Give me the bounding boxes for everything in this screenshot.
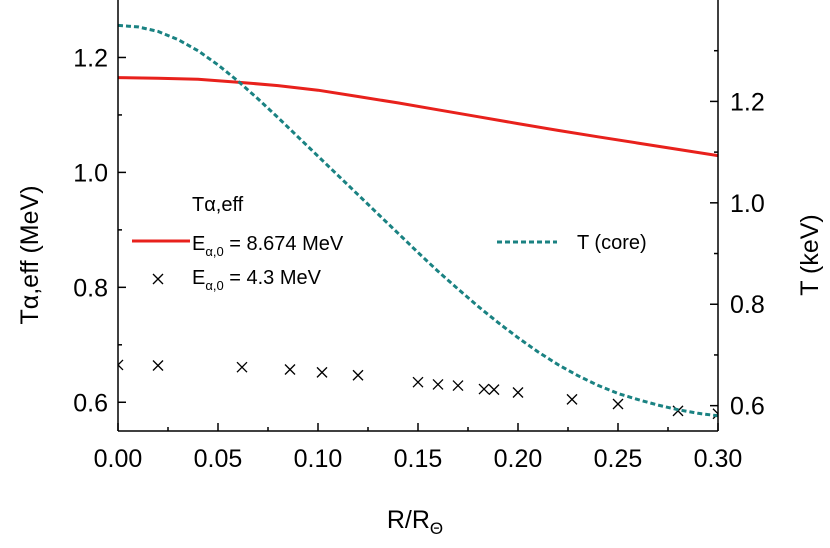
data-point-cross <box>512 387 524 398</box>
data-point-cross <box>236 361 248 373</box>
data-point-cross <box>152 360 164 371</box>
y-right-tick-label: 0.8 <box>730 291 765 319</box>
x-tick-label: 0.05 <box>194 445 243 473</box>
x-axis-title: R/RΘ <box>387 506 443 538</box>
y-right-tick-label: 0.6 <box>730 393 765 421</box>
y-left-tick-label: 1.0 <box>73 159 108 187</box>
x-tick-label: 0.25 <box>594 445 643 473</box>
y-right-tick-label: 1.0 <box>730 190 765 218</box>
data-point-cross <box>488 384 500 396</box>
data-point-cross <box>412 376 424 388</box>
y-axis-left-title: Tα,eff (MeV) <box>16 185 44 324</box>
data-point-cross <box>612 398 624 410</box>
x-tick-label: 0.20 <box>494 445 543 473</box>
legend-entry-1: Eα,0 = 8.674 MeV <box>192 233 344 259</box>
y-left-tick-label: 0.6 <box>73 389 108 417</box>
legend-entry-2-sub: α,0 <box>205 278 223 293</box>
legend-entry-1-main: E <box>192 233 205 255</box>
y-right-tick-label: 1.2 <box>730 88 765 116</box>
data-point-cross <box>352 369 364 381</box>
data-point-cross <box>566 393 578 405</box>
legend-entry-1-rest: = 8.674 MeV <box>224 233 344 255</box>
x-tick-label: 0.10 <box>294 445 343 473</box>
series-teal-dashed-line <box>118 23 718 418</box>
legend-entry-core: T (core) <box>577 232 647 254</box>
y-left-tick-label: 0.8 <box>73 274 108 302</box>
x-tick-label: 0.30 <box>694 445 743 473</box>
legend-swatch-cross-marker <box>152 273 164 285</box>
x-axis-title-sub: Θ <box>430 519 443 538</box>
legend-entry-2: Eα,0 = 4.3 MeV <box>192 267 322 293</box>
x-tick-label: 0.00 <box>94 445 143 473</box>
data-point-cross <box>712 408 718 420</box>
data-point-cross <box>284 364 296 375</box>
data-point-cross <box>432 378 444 390</box>
axes-layer: 0.00 0.05 0.10 0.15 0.20 0.25 0.30 0.6 0.8 1.0 1.2… <box>73 0 765 473</box>
series-red-line <box>118 76 718 158</box>
legend-entry-2-rest: = 4.3 MeV <box>224 267 322 289</box>
legend: Tα,eff Eα,0 = 8.674 MeV Eα,0 = 4.3 MeV T… <box>132 194 647 293</box>
data-point-cross <box>118 359 124 371</box>
series-layer <box>118 23 718 420</box>
data-point-cross <box>478 383 490 395</box>
legend-entry-2-main: E <box>192 267 205 289</box>
y-left-tick-label: 1.2 <box>73 44 108 72</box>
legend-entry-1-sub: α,0 <box>205 244 223 259</box>
y-axis-right-title: T (keV) <box>796 214 824 296</box>
x-tick-label: 0.15 <box>394 445 443 473</box>
x-axis-title-main: R/R <box>387 506 430 534</box>
legend-title: Tα,eff <box>192 194 244 216</box>
data-point-cross <box>316 366 328 378</box>
data-point-cross <box>452 380 464 392</box>
